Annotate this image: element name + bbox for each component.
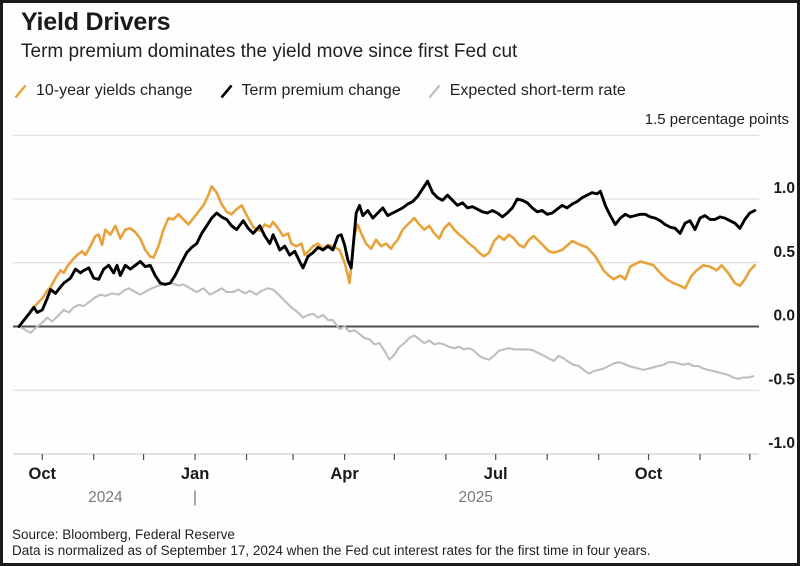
series-10-year-yields-change: [17, 185, 757, 328]
x-tick-label-Jan: Jan: [181, 465, 209, 483]
footer-source: Source: Bloomberg, Federal Reserve Data …: [12, 527, 651, 559]
year-label-2024: 2024: [88, 489, 123, 506]
black-slash-icon: [220, 84, 233, 98]
x-tick-label-Jul: Jul: [484, 465, 508, 483]
legend-label: Term premium change: [241, 82, 401, 99]
y-tick-label-0.0: 0.0: [773, 308, 795, 325]
y-tick-label-0.5: 0.5: [773, 244, 795, 261]
y-tick-label-1.0: 1.0: [773, 180, 795, 197]
page-title: Yield Drivers: [21, 8, 171, 36]
year-label-2025: 2025: [459, 489, 493, 506]
legend-label: 10-year yields change: [36, 82, 193, 99]
y-tick-label--0.5: -0.5: [768, 371, 795, 388]
series-term-premium-change: [17, 179, 757, 328]
axis-unit-label: 1.5 percentage points: [644, 111, 789, 128]
note-line: Data is normalized as of September 17, 2…: [12, 543, 651, 558]
legend-label: Expected short-term rate: [449, 82, 626, 99]
legend-item-10-year-yields: 10-year yields change: [13, 82, 193, 100]
x-tick-label-Apr: Apr: [330, 465, 359, 483]
legend-item-term-premium: Term premium change: [219, 82, 401, 100]
legend-item-expected-short-term-rate: Expected short-term rate: [427, 82, 626, 100]
source-line: Source: Bloomberg, Federal Reserve: [12, 527, 235, 542]
gray-slash-icon: [428, 84, 441, 98]
x-tick-label-Oct: Oct: [635, 465, 663, 483]
page-subtitle: Term premium dominates the yield move si…: [21, 41, 518, 62]
series-expected-short-term-rate: [17, 282, 755, 380]
y-tick-label--1.0: -1.0: [768, 435, 795, 452]
chart-legend: 10-year yields change Term premium chang…: [13, 82, 626, 100]
yield-drivers-chart: Oct Jan Apr Jul Oct 2024 | 2025 1.0 0.5 0.0 -0.5 -1.…: [13, 134, 795, 506]
year-divider: |: [193, 489, 197, 506]
orange-slash-icon: [14, 84, 27, 98]
x-tick-label-Oct: Oct: [28, 465, 56, 483]
